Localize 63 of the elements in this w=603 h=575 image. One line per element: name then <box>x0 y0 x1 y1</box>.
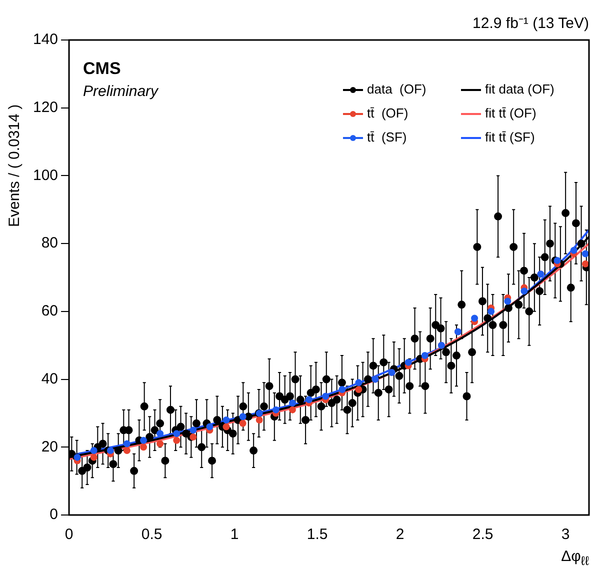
x-tick-label: 1.5 <box>306 526 328 544</box>
point <box>272 406 280 414</box>
annotation: CMS <box>83 59 121 78</box>
legend-label: fit data (OF) <box>485 82 554 97</box>
point <box>504 298 512 305</box>
point <box>488 308 495 315</box>
point <box>140 444 148 451</box>
point <box>123 447 130 454</box>
point <box>554 257 561 264</box>
point <box>404 358 412 366</box>
point <box>322 392 330 400</box>
point <box>288 400 296 407</box>
point <box>173 430 180 438</box>
point <box>156 430 164 438</box>
point <box>338 386 346 393</box>
legend-label: fit tt̄ (SF) <box>485 130 535 145</box>
y-tick-label: 100 <box>32 166 58 184</box>
point <box>421 352 428 360</box>
x-axis-title: Δφ$_{ℓℓ}$ <box>561 548 589 568</box>
x-tick-label: 0.5 <box>141 526 162 544</box>
x-tick-label: 1 <box>230 526 239 544</box>
point <box>239 420 246 427</box>
point <box>570 246 578 254</box>
point <box>140 436 148 444</box>
chart-title: 12.9 fb⁻¹ (13 TeV) <box>472 15 590 32</box>
point <box>582 260 589 268</box>
y-axis-title: Events / ( 0.0314 ) <box>6 104 23 227</box>
y-tick-label: 120 <box>32 99 58 116</box>
point <box>190 426 197 434</box>
point <box>206 423 214 430</box>
point <box>90 454 98 461</box>
point <box>222 423 230 430</box>
point <box>520 288 528 295</box>
point <box>222 416 230 424</box>
y-tick-label: 0 <box>50 506 58 524</box>
point <box>123 440 130 448</box>
point <box>156 440 164 448</box>
point <box>355 386 362 393</box>
y-tick-label: 20 <box>41 438 58 456</box>
point <box>90 447 98 454</box>
point <box>288 406 296 414</box>
y-tick-label: 60 <box>41 302 58 320</box>
point <box>256 416 263 424</box>
y-tick-label: 140 <box>32 31 58 48</box>
legend-label: tt̄ (OF) <box>367 106 408 121</box>
point <box>173 436 180 444</box>
point <box>190 433 197 440</box>
point <box>582 250 589 258</box>
x-tick-label: 2 <box>396 526 404 544</box>
y-tick-label: 40 <box>41 370 58 388</box>
point <box>355 379 362 386</box>
x-tick-label: 2.5 <box>472 526 494 544</box>
x-tick-label: 0 <box>64 526 74 544</box>
point <box>239 413 246 420</box>
legend-label: fit tt̄ (OF) <box>485 106 536 121</box>
point <box>306 396 313 404</box>
point <box>471 314 478 322</box>
legend-label: data (OF) <box>367 82 426 97</box>
point <box>106 447 114 454</box>
annotation: Preliminary <box>83 83 160 100</box>
y-tick-label: 80 <box>41 234 58 252</box>
x-tick-label: 3 <box>561 526 570 544</box>
legend-label: tt̄ (SF) <box>367 130 407 145</box>
